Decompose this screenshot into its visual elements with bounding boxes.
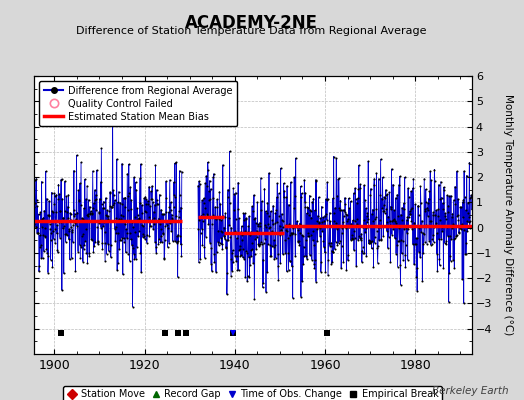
Text: Berkeley Earth: Berkeley Earth	[432, 386, 508, 396]
Legend: Station Move, Record Gap, Time of Obs. Change, Empirical Break: Station Move, Record Gap, Time of Obs. C…	[63, 386, 442, 400]
Y-axis label: Monthly Temperature Anomaly Difference (°C): Monthly Temperature Anomaly Difference (…	[504, 94, 514, 336]
Text: Difference of Station Temperature Data from Regional Average: Difference of Station Temperature Data f…	[77, 26, 427, 36]
Text: ACADEMY-2NE: ACADEMY-2NE	[185, 14, 318, 32]
